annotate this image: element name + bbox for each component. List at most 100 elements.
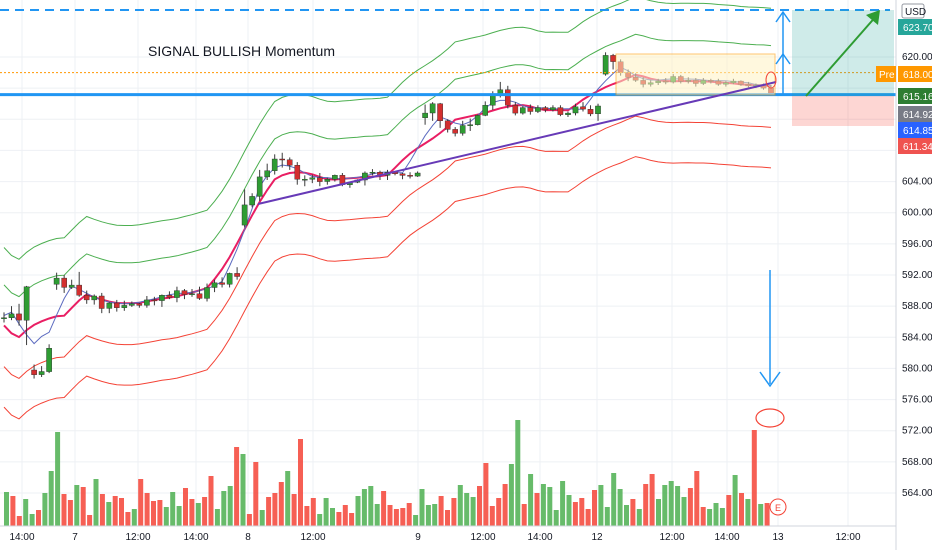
- volume-bar: [112, 496, 118, 526]
- candle: [520, 106, 526, 115]
- volume-bar: [55, 432, 61, 526]
- candle-body: [565, 112, 571, 115]
- volume-bar: [285, 471, 291, 526]
- candle: [38, 366, 45, 377]
- candle: [557, 105, 564, 117]
- pre-badge-label: Pre: [879, 70, 895, 81]
- candle-body: [46, 348, 52, 372]
- volume-bar: [694, 471, 700, 526]
- candle: [196, 286, 203, 300]
- candle-body: [505, 89, 511, 106]
- candle: [542, 106, 549, 113]
- candle-body: [362, 172, 368, 181]
- candle-body: [23, 286, 30, 321]
- down-arrow-head: [759, 371, 781, 388]
- candle-body: [128, 303, 135, 306]
- candle: [550, 105, 556, 112]
- volume-bar: [662, 485, 668, 526]
- volume-bar: [649, 474, 655, 526]
- range-arrow-head: [775, 10, 791, 23]
- currency-box[interactable]: USD: [901, 3, 926, 19]
- candle-body: [8, 313, 15, 318]
- volume-bar: [163, 507, 169, 526]
- volume-bar: [266, 497, 272, 526]
- candle: [302, 175, 308, 187]
- volume-bar: [502, 484, 508, 526]
- candle-body: [595, 105, 601, 115]
- price-badge: 611.34: [898, 138, 932, 154]
- volume-bar: [374, 504, 380, 526]
- volume-bar: [151, 501, 156, 526]
- volume-bar: [106, 502, 112, 526]
- candle: [580, 102, 586, 112]
- candle-body: [121, 305, 128, 308]
- candle: [53, 272, 60, 290]
- volume-bar: [528, 474, 534, 526]
- volume-bar: [253, 462, 259, 526]
- candle-body: [189, 293, 195, 295]
- volume-bar: [400, 508, 406, 526]
- volume-bar: [579, 498, 585, 526]
- candle-body: [317, 177, 323, 182]
- volume-bar: [42, 493, 48, 526]
- upper-band-inner: [3, 33, 772, 298]
- stop-zone: [792, 96, 894, 126]
- candle: [128, 301, 135, 307]
- candle-body: [459, 125, 466, 134]
- volume-bar: [592, 490, 597, 526]
- candle: [474, 114, 481, 126]
- x-tick-label: 12:00: [659, 532, 684, 543]
- candle-body: [520, 107, 526, 114]
- volume-bar: [4, 492, 9, 526]
- candle: [264, 163, 271, 181]
- candle: [83, 290, 90, 304]
- candle: [1, 312, 7, 323]
- candle-body: [610, 55, 616, 62]
- y-tick-label: 580.00: [902, 363, 932, 374]
- volume-bar: [227, 486, 233, 526]
- candle-body: [452, 129, 459, 134]
- candle: [444, 119, 451, 133]
- candle: [98, 292, 105, 314]
- x-tick-label: 8: [245, 532, 251, 543]
- price-badge-value: 614.92: [903, 110, 932, 121]
- x-tick-label: 14:00: [527, 532, 552, 543]
- volume-bar: [477, 486, 482, 526]
- volume-bar: [483, 463, 489, 526]
- volume-bar: [157, 500, 163, 526]
- candle: [535, 105, 541, 114]
- volume-bar: [291, 494, 297, 526]
- candle-body: [219, 282, 225, 285]
- volume-bar: [387, 505, 393, 526]
- volume-bar: [624, 505, 629, 526]
- candle: [437, 102, 443, 128]
- candle-body: [444, 120, 451, 130]
- volume-bar: [36, 510, 41, 526]
- candle: [527, 104, 534, 115]
- volume-bar: [67, 500, 73, 526]
- candle-body: [68, 284, 75, 288]
- volume-bar: [496, 498, 502, 526]
- candle: [572, 103, 579, 116]
- volume-bar: [764, 503, 770, 526]
- earnings-marker[interactable]: E: [769, 498, 787, 516]
- candle-body: [31, 369, 37, 375]
- y-axis[interactable]: 620.00608.00604.00600.00596.00592.00588.…: [876, 0, 932, 550]
- target-arrow: [805, 13, 879, 97]
- volume-bar: [758, 504, 764, 526]
- candle-body: [482, 105, 489, 116]
- price-badge-bg: [898, 88, 932, 104]
- x-axis[interactable]: 14:00 7 12:00 14:00 8 12:00 9 12:00 14:00 12 12:00…: [0, 525, 896, 543]
- target-arrow-head: [866, 10, 880, 25]
- candle: [324, 177, 331, 185]
- candle: [602, 52, 609, 76]
- volume-bar: [726, 495, 732, 526]
- lower-band-inner: [3, 115, 772, 380]
- candle: [121, 300, 128, 311]
- y-tick-label: 568.00: [902, 457, 932, 468]
- y-tick-label: 572.00: [902, 426, 932, 437]
- volume-bar: [240, 454, 246, 526]
- y-tick-label: 564.00: [902, 488, 932, 499]
- volume-bar: [16, 516, 22, 526]
